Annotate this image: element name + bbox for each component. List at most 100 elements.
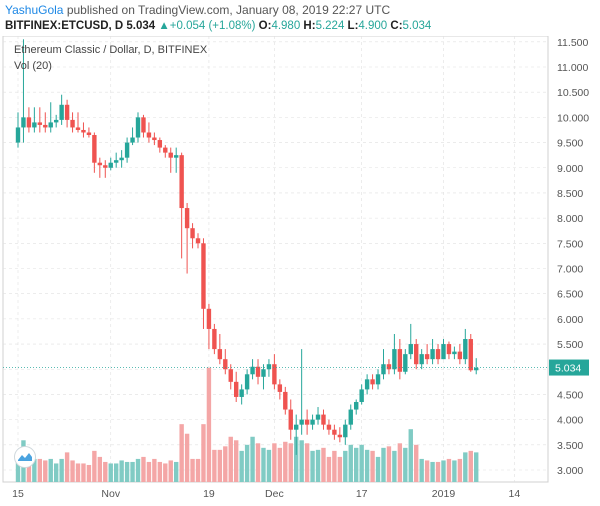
candle-body (452, 351, 457, 355)
volume-bar (364, 449, 370, 482)
volume-bar (414, 444, 419, 482)
tradingview-logo-icon (14, 446, 36, 468)
volume-bar (272, 443, 277, 482)
plot-area (2, 36, 549, 483)
volume-bar (173, 461, 179, 482)
open-value: 4.980 (271, 20, 301, 32)
volume-bar (124, 461, 130, 482)
x-tick-label: 19 (203, 488, 215, 500)
volume-bar (468, 450, 473, 482)
candle-body (108, 162, 113, 168)
volume-bar (26, 454, 32, 482)
candle-body (124, 142, 130, 158)
volume-bar (37, 458, 43, 482)
candle-body (315, 414, 321, 420)
volume-bar (163, 463, 168, 482)
candle-body (113, 160, 119, 163)
volume-bar (250, 436, 255, 482)
y-tick-label: 10.000 (557, 112, 589, 124)
candle-body (212, 328, 217, 350)
volume-bar (463, 452, 468, 482)
volume-bar (48, 458, 53, 482)
candle-body (163, 147, 168, 153)
y-tick-label: 6.000 (557, 314, 583, 326)
candle-body (217, 349, 223, 360)
volume-bar (261, 447, 266, 482)
volume-bar (212, 449, 217, 482)
candle-body (244, 374, 250, 390)
change-value: +0.054 (+1.08%) (169, 20, 256, 32)
volume-bar (337, 456, 343, 482)
last-price-tag (549, 359, 589, 376)
volume-bar (348, 444, 353, 482)
y-tick-label: 8.500 (557, 188, 583, 200)
candle-body (457, 351, 463, 360)
candle-body (397, 349, 403, 372)
volume-bar (92, 450, 97, 482)
candle-body (43, 124, 48, 128)
chart-header: YashuGola published on TradingView.com, … (0, 0, 600, 36)
candle-body (103, 165, 108, 168)
candle-body (146, 132, 152, 138)
volume-bar (304, 443, 310, 482)
volume-bar (135, 458, 141, 482)
candle-body (359, 389, 364, 402)
candle-body (130, 137, 135, 143)
volume-bar (32, 458, 37, 482)
candle-body (364, 379, 370, 390)
y-tick-label: 7.500 (557, 238, 583, 250)
volume-bar (321, 447, 326, 482)
candle-body (64, 104, 70, 120)
volume-bar (392, 450, 397, 482)
volume-indicator-label: Vol (20) (14, 60, 52, 72)
candle-body (190, 228, 195, 239)
candle-body (386, 364, 392, 370)
close-value: 5.034 (402, 20, 432, 32)
candle-body (304, 419, 310, 425)
y-tick-label: 4.000 (557, 415, 583, 427)
volume-bar (113, 463, 119, 482)
candle-body (206, 308, 212, 329)
volume-bar (130, 461, 135, 482)
volume-bar (239, 450, 244, 482)
candle-body (468, 339, 473, 371)
candle-body (446, 344, 452, 355)
volume-bar (53, 463, 59, 482)
volume-bar (146, 461, 152, 482)
volume-bar (119, 460, 124, 482)
y-tick-label: 6.500 (557, 289, 583, 301)
candle-body (173, 155, 179, 158)
volume-bar (103, 461, 108, 482)
candle-body (332, 429, 337, 435)
chart-title: Ethereum Classic / Dollar, D, BITFINEX (14, 44, 208, 56)
volume-bar (452, 460, 457, 482)
candle-body (326, 424, 332, 430)
candle-body (414, 344, 419, 365)
volume-bar (359, 444, 364, 482)
volume-bar (288, 443, 293, 482)
candle-body (168, 152, 173, 158)
candle-body (255, 366, 261, 377)
candle-body (119, 157, 124, 161)
volume-bar (397, 443, 403, 482)
volume-bar (332, 450, 337, 482)
candle-body (250, 366, 255, 375)
symbol-label: BITFINEX:ETCUSD, D (5, 20, 124, 32)
volume-bar (15, 453, 21, 482)
volume-bar (75, 463, 81, 482)
volume-bar (157, 461, 163, 482)
volume-bar (446, 458, 452, 482)
y-tick-label: 5.500 (557, 339, 583, 351)
candlestick-chart[interactable]: 11.500 11.000 10.500 10.000 9.500 9.000 8.500 8… (0, 36, 600, 506)
volume-bar (228, 436, 233, 482)
volume-bar (310, 450, 315, 482)
volume-bar (201, 424, 206, 482)
volume-bar (403, 447, 408, 482)
candle-body (441, 344, 446, 360)
volume-bar (86, 464, 92, 482)
volume-bar (277, 447, 283, 482)
candle-body (299, 419, 304, 425)
candle-body (266, 364, 272, 370)
author-name[interactable]: YashuGola (5, 3, 64, 17)
volume-bar (244, 444, 250, 482)
